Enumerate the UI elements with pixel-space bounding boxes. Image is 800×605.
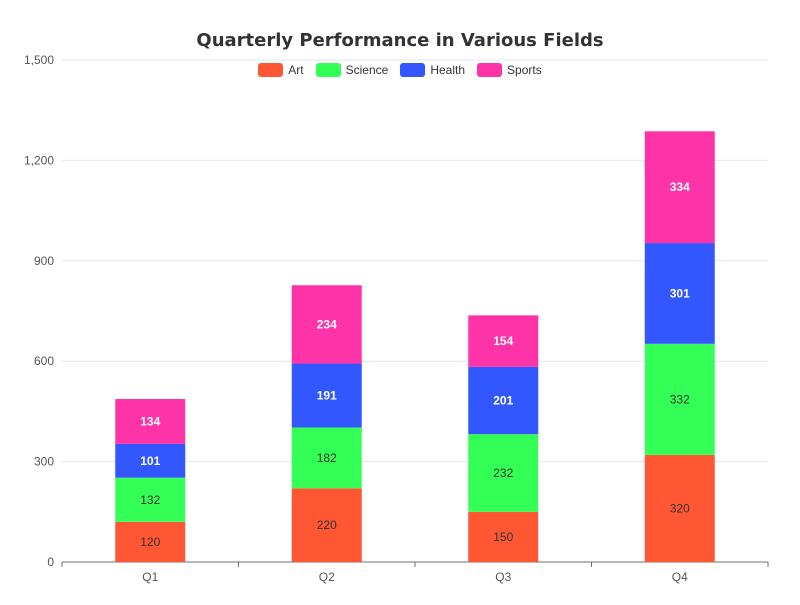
bar-sports-q1 bbox=[115, 399, 186, 444]
x-tick-label: Q4 bbox=[672, 570, 688, 584]
data-label: 154 bbox=[493, 334, 513, 348]
bar-health-q2 bbox=[291, 363, 362, 428]
y-tick-label: 600 bbox=[34, 354, 54, 368]
data-label: 220 bbox=[317, 518, 337, 532]
legend-item-science[interactable]: Science bbox=[315, 63, 389, 77]
bar-sports-q4 bbox=[644, 131, 715, 244]
data-label: 320 bbox=[670, 501, 690, 515]
data-label: 301 bbox=[670, 286, 690, 300]
data-label: 182 bbox=[317, 451, 337, 465]
legend-item-sports[interactable]: Sports bbox=[477, 63, 542, 77]
legend-item-health[interactable]: Health bbox=[400, 63, 465, 77]
data-label: 150 bbox=[493, 530, 513, 544]
y-tick-label: 900 bbox=[34, 254, 54, 268]
bar-art-q2 bbox=[291, 488, 362, 562]
bar-art-q1 bbox=[115, 521, 186, 562]
x-tick-label: Q2 bbox=[319, 570, 335, 584]
legend: Art Science Health Sports bbox=[0, 63, 800, 77]
data-label: 234 bbox=[317, 317, 337, 331]
data-label: 232 bbox=[493, 466, 513, 480]
bar-science-q1 bbox=[115, 477, 186, 522]
data-label: 101 bbox=[140, 454, 160, 468]
legend-swatch bbox=[477, 63, 503, 77]
data-label: 332 bbox=[670, 392, 690, 406]
bar-health-q4 bbox=[644, 243, 715, 344]
x-tick-label: Q1 bbox=[142, 570, 158, 584]
y-tick-label: 1,200 bbox=[24, 153, 54, 167]
bar-art-q4 bbox=[644, 454, 715, 562]
legend-item-art[interactable]: Art bbox=[258, 63, 304, 77]
data-label: 201 bbox=[493, 394, 513, 408]
bar-health-q3 bbox=[468, 366, 539, 435]
data-label: 334 bbox=[670, 180, 690, 194]
legend-swatch bbox=[315, 63, 341, 77]
data-label: 132 bbox=[140, 493, 160, 507]
data-label: 120 bbox=[140, 535, 160, 549]
bar-health-q1 bbox=[115, 443, 186, 478]
chart-title: Quarterly Performance in Various Fields bbox=[196, 30, 604, 51]
legend-swatch bbox=[258, 63, 284, 77]
bar-science-q2 bbox=[291, 427, 362, 489]
x-tick-label: Q3 bbox=[495, 570, 511, 584]
data-label: 191 bbox=[317, 389, 337, 403]
bar-sports-q2 bbox=[291, 285, 362, 364]
bar-sports-q3 bbox=[468, 315, 539, 367]
legend-label: Art bbox=[288, 63, 304, 77]
legend-label: Sports bbox=[507, 63, 542, 77]
legend-label: Science bbox=[345, 63, 389, 77]
y-tick-label: 1,500 bbox=[24, 53, 54, 67]
y-tick-label: 300 bbox=[34, 455, 54, 469]
bar-science-q3 bbox=[468, 434, 539, 512]
data-label: 134 bbox=[140, 414, 160, 428]
legend-swatch bbox=[400, 63, 426, 77]
bar-art-q3 bbox=[468, 511, 539, 562]
bar-science-q4 bbox=[644, 343, 715, 455]
legend-label: Health bbox=[430, 63, 466, 77]
y-tick-label: 0 bbox=[47, 555, 54, 569]
